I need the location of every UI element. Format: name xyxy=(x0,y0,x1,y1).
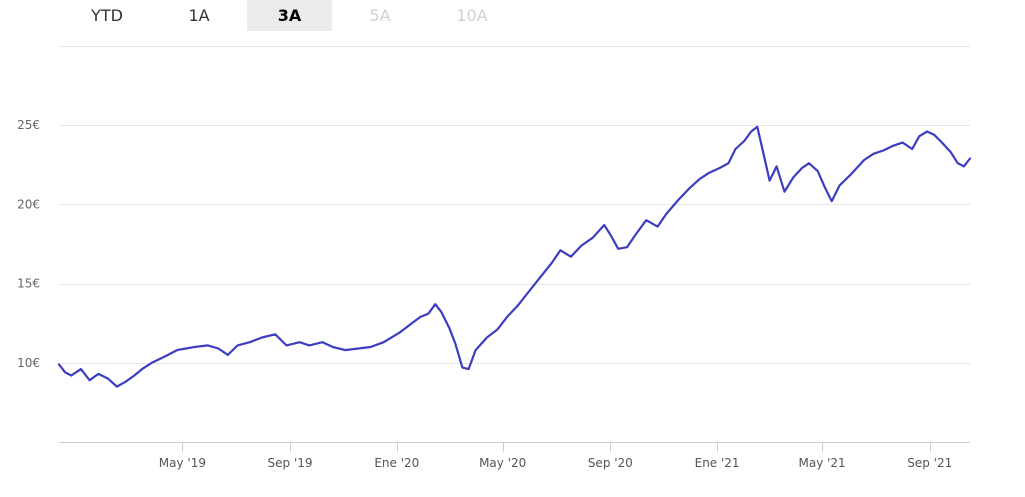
y-tick-label: 20€ xyxy=(17,197,40,211)
x-tick-label: Ene '21 xyxy=(695,456,740,470)
tab-ytd[interactable]: YTD xyxy=(91,6,123,25)
y-tick-label: 10€ xyxy=(17,356,40,370)
y-axis-labels: 10€ 15€ 20€ 25€ xyxy=(17,118,40,370)
tab-5a: 5A xyxy=(369,6,391,25)
x-tick-label: Sep '19 xyxy=(268,456,313,470)
tab-10a: 10A xyxy=(456,6,488,25)
grid-lines xyxy=(59,46,970,364)
tab-1a[interactable]: 1A xyxy=(188,6,210,25)
series-line-0 xyxy=(57,125,972,388)
y-tick-label: 15€ xyxy=(17,277,40,291)
x-axis-labels: May '19 Sep '19 Ene '20 May '20 Sep '20 Ene '… xyxy=(159,456,952,470)
y-tick-label: 25€ xyxy=(17,118,40,132)
x-tick-label: May '19 xyxy=(159,456,206,470)
x-tick-label: May '20 xyxy=(479,456,526,470)
x-axis xyxy=(59,442,970,452)
x-tick-label: May '21 xyxy=(799,456,846,470)
x-tick-label: Sep '21 xyxy=(907,456,952,470)
x-tick-label: Sep '20 xyxy=(588,456,633,470)
x-tick-label: Ene '20 xyxy=(374,456,419,470)
tab-3a[interactable]: 3A xyxy=(247,0,332,31)
series-layer xyxy=(57,125,972,388)
